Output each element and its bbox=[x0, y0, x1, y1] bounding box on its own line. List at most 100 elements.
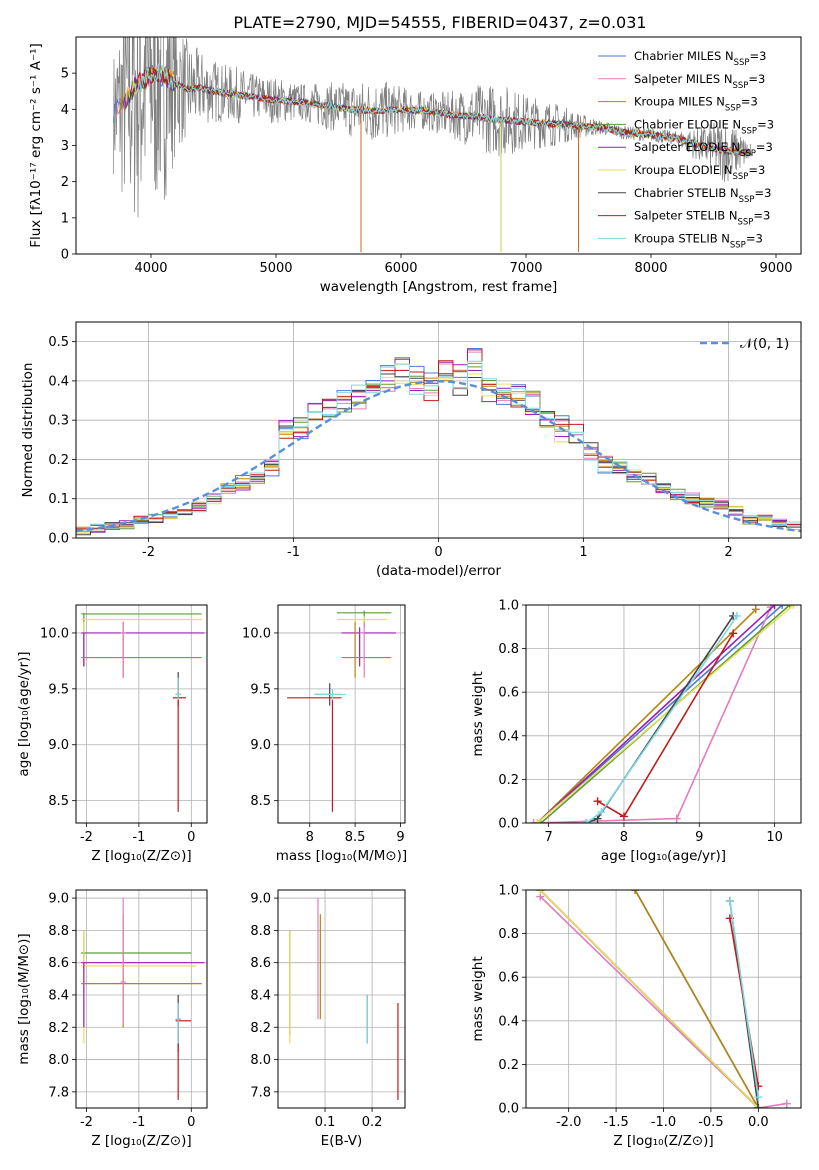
legend-name: Kroupa ELODIE bbox=[634, 163, 720, 177]
weight-lines bbox=[536, 890, 791, 1108]
y-tick-label: 7.8 bbox=[48, 1085, 69, 1100]
weight-marker bbox=[533, 819, 542, 823]
legend-name: Kroupa STELIB bbox=[634, 231, 718, 245]
legend-name: Salpeter MILES bbox=[634, 72, 720, 86]
legend-sub: SSP bbox=[741, 126, 757, 136]
axes-frame bbox=[75, 604, 208, 824]
legend-entry: Chabrier MILES NSSP=3 bbox=[634, 49, 766, 68]
legend-sub: SSP bbox=[740, 149, 756, 159]
y-tick-label: 2 bbox=[61, 175, 69, 190]
spectrum-panel: 4000 5000 6000 7000 8000 9000 0 1 2 3 4 5 wavelength… bbox=[28, 36, 802, 295]
y-tick-label: 7.8 bbox=[250, 1085, 271, 1100]
legend-name: Kroupa MILES bbox=[634, 95, 713, 109]
x-tick-label: -1.0 bbox=[651, 1115, 676, 1130]
x-tick-label: 4000 bbox=[134, 261, 167, 276]
weight-marker bbox=[597, 808, 606, 817]
weight-marker bbox=[754, 1093, 763, 1102]
x-axis-label: mass [log₁₀(M/M⊙)] bbox=[276, 848, 407, 864]
weight-marker bbox=[582, 819, 591, 823]
mass-vs-metallicity-panel: -2 -1 0 7.8 8.0 8.2 8.4 8.6 8.8 9.0 Z [log₁₀(Z/Z⊙)… bbox=[16, 889, 208, 1149]
weight-line-9 bbox=[729, 900, 760, 1098]
y-tick-label: 1.0 bbox=[498, 599, 519, 614]
x-tick-label: 8 bbox=[306, 830, 314, 845]
weight-marker bbox=[593, 797, 602, 806]
legend-eq: =3 bbox=[741, 95, 758, 109]
legend-eq: =3 bbox=[755, 186, 772, 200]
legend-entry: Salpeter STELIB NSSP=3 bbox=[634, 209, 770, 228]
weight-marker bbox=[770, 605, 779, 609]
y-tick-label: 0.4 bbox=[498, 1014, 519, 1029]
x-tick-label: 9 bbox=[695, 830, 703, 845]
y-tick-label: 0.0 bbox=[48, 532, 69, 547]
legend-sub: SSP bbox=[737, 218, 753, 228]
legend-entry: Salpeter MILES NSSP=3 bbox=[634, 72, 765, 91]
legend-eq: =3 bbox=[750, 49, 767, 63]
axes-frame bbox=[75, 36, 802, 255]
legend-sub: SSP bbox=[732, 81, 748, 91]
legend-entry: Kroupa ELODIE NSSP=3 bbox=[634, 163, 765, 182]
legend-entry: Kroupa MILES NSSP=3 bbox=[634, 95, 758, 114]
weight-line-2 bbox=[539, 895, 787, 1108]
x-tick-label: -1 bbox=[132, 1115, 145, 1130]
weight-marker bbox=[754, 1082, 763, 1091]
y-tick-label: 8.4 bbox=[48, 988, 69, 1003]
legend-eq: =3 bbox=[746, 231, 763, 245]
legend-sub: SSP bbox=[725, 104, 741, 114]
y-tick-label: 0.4 bbox=[498, 729, 519, 744]
error-crosses bbox=[81, 612, 205, 812]
spectrum-lines bbox=[113, 37, 752, 253]
legend-eq: =3 bbox=[757, 117, 774, 131]
x-axis-label: Z [log₁₀(Z/Z⊙)] bbox=[91, 1133, 191, 1149]
y-tick-label: 0.0 bbox=[498, 817, 519, 832]
y-tick-label: 0.2 bbox=[498, 1058, 519, 1073]
x-tick-label: 8 bbox=[620, 830, 628, 845]
axes-frame bbox=[525, 889, 802, 1109]
legend-sub: SSP bbox=[732, 172, 748, 182]
weight-marker bbox=[778, 605, 787, 609]
weight-marker bbox=[766, 605, 775, 612]
y-tick-label: 0 bbox=[61, 248, 69, 263]
y-tick-label: 1 bbox=[61, 211, 69, 226]
error-crosses bbox=[287, 610, 396, 812]
weight-marker bbox=[789, 605, 798, 609]
legend-name: Salpeter STELIB bbox=[634, 209, 725, 223]
y-axis-label: Flux [fλ10⁻¹⁷ erg cm⁻² s⁻¹ A⁻¹] bbox=[28, 43, 44, 248]
x-tick-label: 0.1 bbox=[315, 1115, 336, 1130]
legend-entry: Kroupa STELIB NSSP=3 bbox=[634, 231, 763, 250]
weight-line-2 bbox=[533, 606, 772, 823]
x-axis-label: Z [log₁₀(Z/Z⊙)] bbox=[613, 1133, 713, 1149]
weight-lines bbox=[529, 605, 798, 823]
weight-marker bbox=[631, 890, 640, 894]
y-tick-label: 0.8 bbox=[498, 927, 519, 942]
x-tick-label: 5000 bbox=[259, 261, 292, 276]
y-tick-label: 9.0 bbox=[250, 892, 271, 907]
x-axis-label: wavelength [Angstrom, rest frame] bbox=[320, 279, 558, 295]
axes-frame bbox=[525, 604, 802, 824]
age-vs-mass-panel: 8 8.5 9 8.5 9.0 9.5 10.0 mass [log₁₀(M/M⊙)] bbox=[242, 604, 407, 864]
y-tick-label: 5 bbox=[61, 67, 69, 82]
y-tick-label: 8.0 bbox=[48, 1053, 69, 1068]
observed-spectrum bbox=[113, 37, 752, 218]
y-tick-label: 8.2 bbox=[250, 1021, 271, 1036]
y-tick-label: 0.6 bbox=[498, 971, 519, 986]
y-axis-label: age [log₁₀(age/yr)] bbox=[16, 651, 32, 776]
legend-n: N bbox=[718, 231, 730, 245]
legend-n: N bbox=[728, 140, 740, 154]
legend-eq: =3 bbox=[748, 163, 765, 177]
x-tick-label: 1 bbox=[579, 545, 587, 560]
y-tick-label: 0.2 bbox=[498, 773, 519, 788]
y-axis-label: Normed distribution bbox=[20, 363, 36, 498]
axes-frame bbox=[277, 889, 406, 1109]
x-tick-label: 0 bbox=[187, 1115, 195, 1130]
weight-line-1 bbox=[536, 605, 783, 823]
figure-title: PLATE=2790, MJD=54555, FIBERID=0437, z=0… bbox=[233, 13, 646, 32]
legend-gaussian: 𝒩(0, 1) bbox=[740, 336, 789, 352]
legend-n: N bbox=[729, 117, 741, 131]
y-tick-label: 9.0 bbox=[250, 738, 271, 753]
x-axis-label: Z [log₁₀(Z/Z⊙)] bbox=[91, 848, 191, 864]
x-axis-label: (data-model)/error bbox=[376, 563, 502, 579]
x-tick-label: 10 bbox=[766, 830, 783, 845]
weight-line-6 bbox=[536, 605, 795, 823]
legend-name: Chabrier STELIB bbox=[634, 186, 726, 200]
y-tick-label: 8.5 bbox=[48, 794, 69, 809]
